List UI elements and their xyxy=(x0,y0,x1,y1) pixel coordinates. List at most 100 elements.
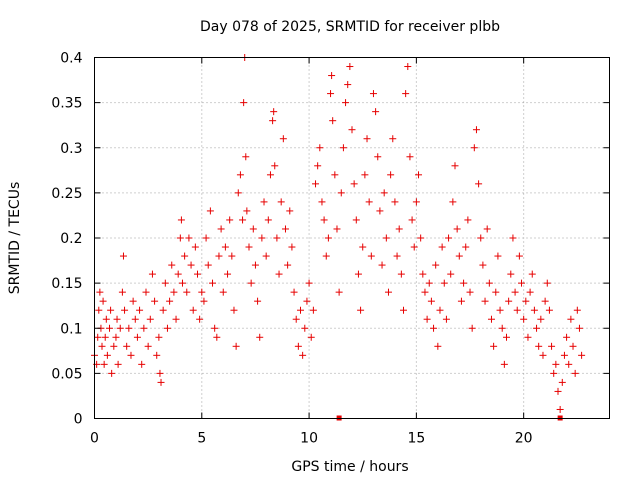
data-point xyxy=(251,261,259,269)
data-point xyxy=(318,198,326,206)
data-point xyxy=(550,369,558,377)
data-point xyxy=(288,243,296,251)
data-point xyxy=(511,288,519,296)
data-point xyxy=(507,270,515,278)
data-point xyxy=(475,180,483,188)
data-point xyxy=(410,243,418,251)
data-point xyxy=(219,288,227,296)
data-point xyxy=(400,306,407,314)
data-point xyxy=(191,243,199,251)
data-point xyxy=(172,315,180,323)
data-point xyxy=(522,297,530,305)
data-point xyxy=(292,315,300,323)
data-point xyxy=(460,279,468,287)
data-point xyxy=(260,198,268,206)
y-tick-label: 0 xyxy=(74,412,83,428)
data-point xyxy=(309,306,317,314)
data-point xyxy=(412,198,420,206)
data-point xyxy=(348,126,356,134)
data-point xyxy=(505,297,513,305)
data-point xyxy=(116,324,124,332)
grid-lines xyxy=(94,57,610,419)
data-point xyxy=(305,279,313,287)
data-point xyxy=(462,243,470,251)
data-point xyxy=(565,360,573,368)
data-point xyxy=(103,351,111,359)
data-point xyxy=(161,279,169,287)
data-point xyxy=(363,135,371,143)
data-point xyxy=(101,333,109,341)
data-point xyxy=(269,117,277,125)
data-point xyxy=(102,315,110,323)
data-point xyxy=(468,324,476,332)
data-point xyxy=(224,270,232,278)
chart-title: Day 078 of 2025, SRMTID for receiver plb… xyxy=(200,19,500,35)
data-point xyxy=(202,234,210,242)
data-point xyxy=(402,90,410,98)
data-point xyxy=(239,216,247,224)
data-point xyxy=(335,288,343,296)
data-point xyxy=(245,243,253,251)
x-tick-label: 0 xyxy=(90,431,99,447)
data-point xyxy=(140,324,148,332)
data-point xyxy=(327,90,335,98)
data-point xyxy=(221,243,229,251)
data-point xyxy=(384,288,392,296)
data-point xyxy=(339,144,347,152)
data-point xyxy=(498,324,506,332)
data-point xyxy=(503,333,510,341)
data-point xyxy=(354,270,362,278)
data-point xyxy=(138,360,146,368)
data-point xyxy=(359,243,367,251)
data-point xyxy=(157,378,165,386)
data-point xyxy=(445,234,453,242)
data-point xyxy=(477,234,485,242)
data-point xyxy=(479,261,487,269)
data-point xyxy=(406,153,414,161)
tick-labels: 0 5 10 15 20 0 0.05 0.1 0.15 0.2 0.25 0.3 0.35 0.4 xyxy=(51,51,532,447)
data-point xyxy=(96,288,104,296)
data-point xyxy=(372,108,380,116)
data-point xyxy=(530,306,538,314)
data-point xyxy=(421,288,429,296)
data-point xyxy=(196,315,204,323)
data-point xyxy=(118,288,126,296)
data-point xyxy=(107,306,115,314)
data-point xyxy=(254,297,262,305)
data-point xyxy=(262,252,270,260)
data-point xyxy=(369,90,377,98)
data-point xyxy=(382,234,390,242)
data-point xyxy=(113,315,121,323)
data-point xyxy=(492,288,500,296)
data-point xyxy=(432,261,440,269)
data-point xyxy=(127,351,135,359)
data-point xyxy=(159,306,167,314)
data-point xyxy=(125,324,133,332)
data-point xyxy=(427,297,435,305)
data-point xyxy=(545,306,553,314)
data-point xyxy=(183,288,191,296)
y-tick-label: 0.15 xyxy=(51,276,82,292)
data-point xyxy=(533,324,541,332)
data-point xyxy=(509,234,517,242)
data-point xyxy=(146,315,154,323)
data-point xyxy=(578,351,586,359)
data-point xyxy=(211,324,219,332)
data-point xyxy=(408,216,416,224)
data-point xyxy=(168,261,176,269)
axis-ticks xyxy=(94,57,610,419)
y-tick-label: 0.05 xyxy=(51,366,82,382)
data-point xyxy=(438,243,446,251)
data-points xyxy=(91,54,586,413)
data-point xyxy=(537,315,545,323)
data-point xyxy=(174,270,182,278)
data-point xyxy=(320,216,328,224)
data-point xyxy=(181,252,189,260)
data-point xyxy=(453,225,461,233)
data-point xyxy=(187,261,195,269)
data-point xyxy=(528,270,536,278)
data-point xyxy=(226,216,234,224)
data-point xyxy=(314,162,322,170)
data-point xyxy=(481,297,489,305)
data-point xyxy=(200,297,208,305)
